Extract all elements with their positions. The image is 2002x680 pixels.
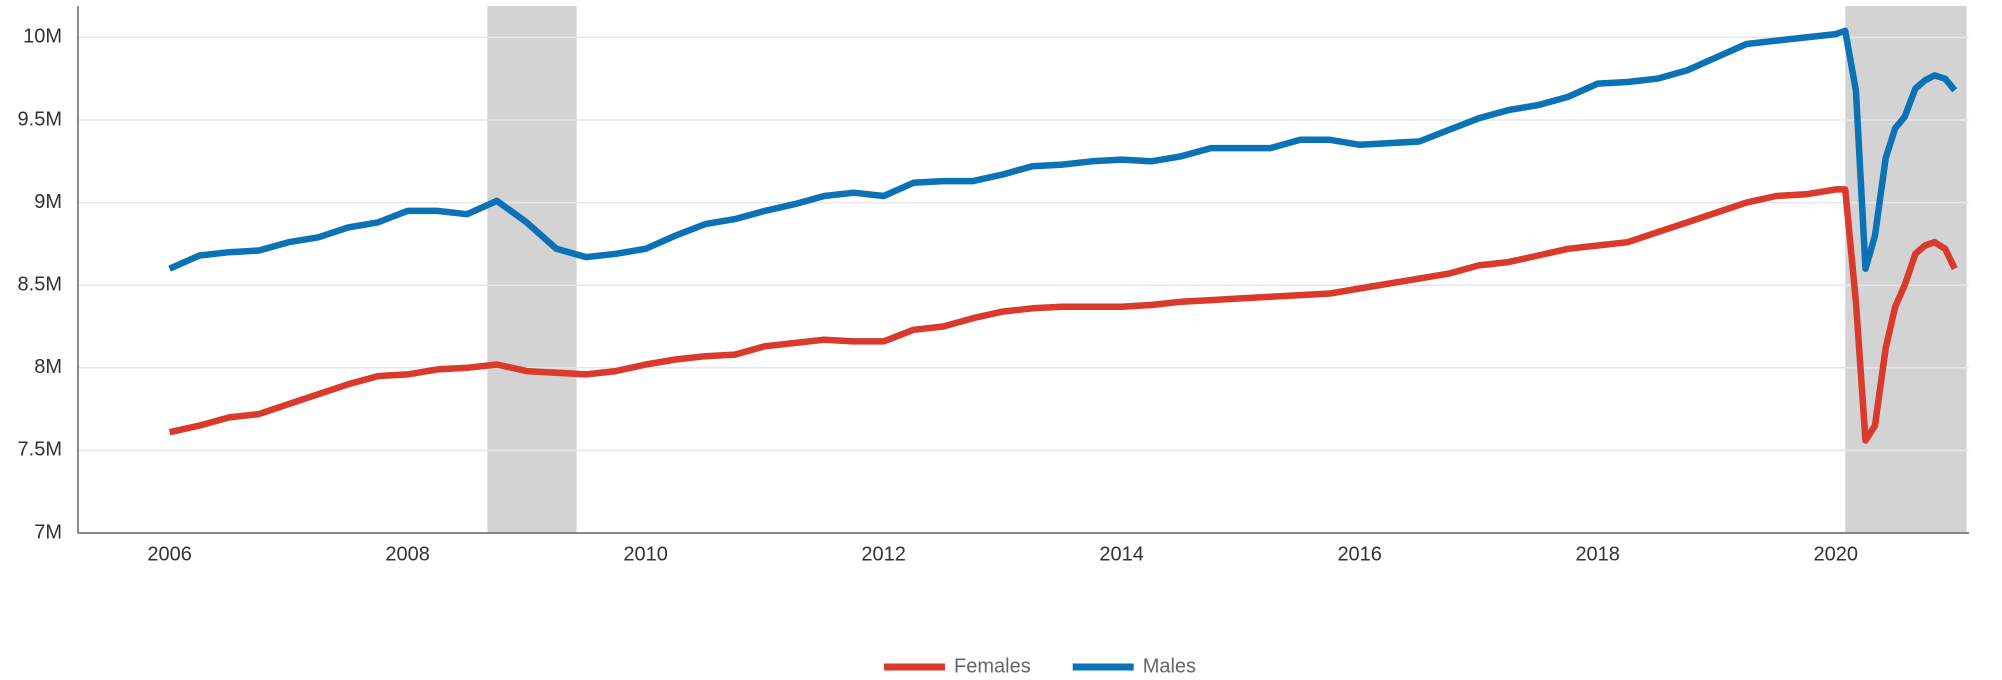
x-tick-label: 2006 <box>147 543 192 565</box>
y-tick-label: 8.5M <box>18 273 62 295</box>
series-line <box>168 27 1958 272</box>
y-tick-label: 9.5M <box>18 108 62 130</box>
x-tick-label: 2008 <box>385 543 430 565</box>
x-tick-label: 2016 <box>1337 543 1382 565</box>
y-tick-label: 9M <box>34 191 62 213</box>
legend-label: Females <box>954 655 1031 677</box>
legend-label: Males <box>1143 655 1196 677</box>
x-tick-label: 2010 <box>623 543 668 565</box>
x-tick-label: 2014 <box>1099 543 1144 565</box>
series-line <box>168 186 1958 444</box>
y-tick-label: 10M <box>23 26 62 48</box>
recession-band <box>487 6 577 533</box>
x-tick-label: 2020 <box>1813 543 1858 565</box>
x-tick-label: 2012 <box>861 543 906 565</box>
y-tick-label: 7.5M <box>18 439 62 461</box>
y-tick-label: 8M <box>34 356 62 378</box>
y-tick-label: 7M <box>34 521 62 543</box>
x-tick-label: 2018 <box>1575 543 1620 565</box>
